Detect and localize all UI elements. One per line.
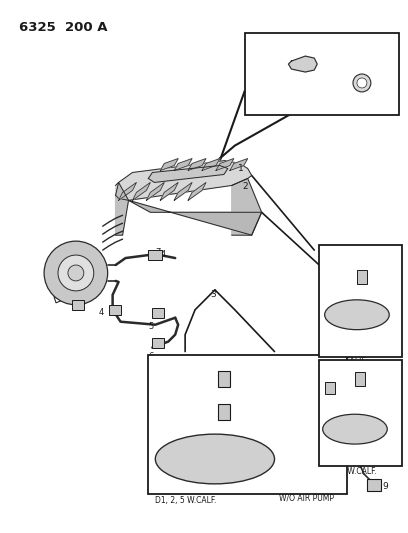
Polygon shape — [230, 158, 248, 171]
Polygon shape — [119, 182, 136, 200]
Text: 3: 3 — [369, 278, 374, 287]
Text: 6: 6 — [325, 265, 330, 274]
Bar — [319, 245, 401, 357]
Bar — [149, 250, 162, 260]
Ellipse shape — [325, 300, 389, 330]
Text: 9: 9 — [383, 482, 388, 491]
Ellipse shape — [155, 434, 275, 484]
Polygon shape — [174, 182, 192, 200]
Bar — [218, 404, 230, 420]
Bar — [218, 372, 230, 387]
Circle shape — [44, 241, 108, 305]
Bar — [325, 382, 335, 394]
Text: W/O AIR PUMP: W/O AIR PUMP — [279, 494, 335, 503]
Circle shape — [357, 78, 367, 88]
Text: 9: 9 — [209, 424, 214, 433]
Text: 4: 4 — [160, 250, 166, 259]
Text: 7: 7 — [155, 248, 161, 257]
Bar — [72, 300, 84, 310]
Circle shape — [353, 74, 371, 92]
Text: 3: 3 — [238, 394, 243, 403]
Polygon shape — [129, 200, 262, 235]
Polygon shape — [202, 158, 220, 171]
Bar — [152, 308, 164, 318]
Bar — [109, 305, 121, 315]
Text: 10: 10 — [357, 68, 368, 77]
Polygon shape — [115, 160, 252, 200]
Text: 7: 7 — [69, 280, 74, 289]
Ellipse shape — [323, 414, 387, 444]
Text: 8: 8 — [359, 362, 364, 372]
Bar — [355, 373, 365, 386]
Bar — [367, 479, 381, 491]
Polygon shape — [149, 166, 228, 182]
Text: 1: 1 — [252, 101, 257, 110]
Polygon shape — [288, 56, 317, 72]
Circle shape — [58, 255, 94, 291]
Polygon shape — [216, 158, 234, 171]
Text: 5: 5 — [149, 322, 154, 330]
Text: 8: 8 — [232, 369, 237, 378]
Bar — [319, 360, 401, 466]
Polygon shape — [146, 182, 164, 200]
Polygon shape — [188, 182, 206, 200]
Text: W/O CALIF.: W/O CALIF. — [326, 357, 367, 366]
Bar — [152, 337, 164, 348]
Text: 6325  200 A: 6325 200 A — [19, 21, 108, 34]
Text: 1: 1 — [238, 164, 244, 173]
Text: D1, 2, 5 W.CALF.: D1, 2, 5 W.CALF. — [155, 496, 217, 505]
Polygon shape — [188, 158, 206, 171]
Text: 81, 2 W.CALF.: 81, 2 W.CALF. — [326, 467, 377, 476]
Polygon shape — [232, 179, 262, 235]
Bar — [149, 354, 347, 494]
Polygon shape — [174, 158, 192, 171]
Polygon shape — [160, 182, 178, 200]
Polygon shape — [160, 158, 178, 171]
Text: 3: 3 — [210, 290, 216, 299]
Text: 6: 6 — [149, 352, 154, 360]
Text: 9: 9 — [326, 392, 331, 401]
Text: 4: 4 — [99, 308, 104, 317]
Polygon shape — [115, 182, 129, 235]
Circle shape — [68, 265, 84, 281]
Polygon shape — [133, 182, 151, 200]
Bar — [357, 270, 367, 284]
Polygon shape — [275, 414, 397, 443]
Bar — [245, 33, 399, 115]
Text: 3: 3 — [326, 377, 332, 386]
Text: 2: 2 — [243, 182, 248, 191]
